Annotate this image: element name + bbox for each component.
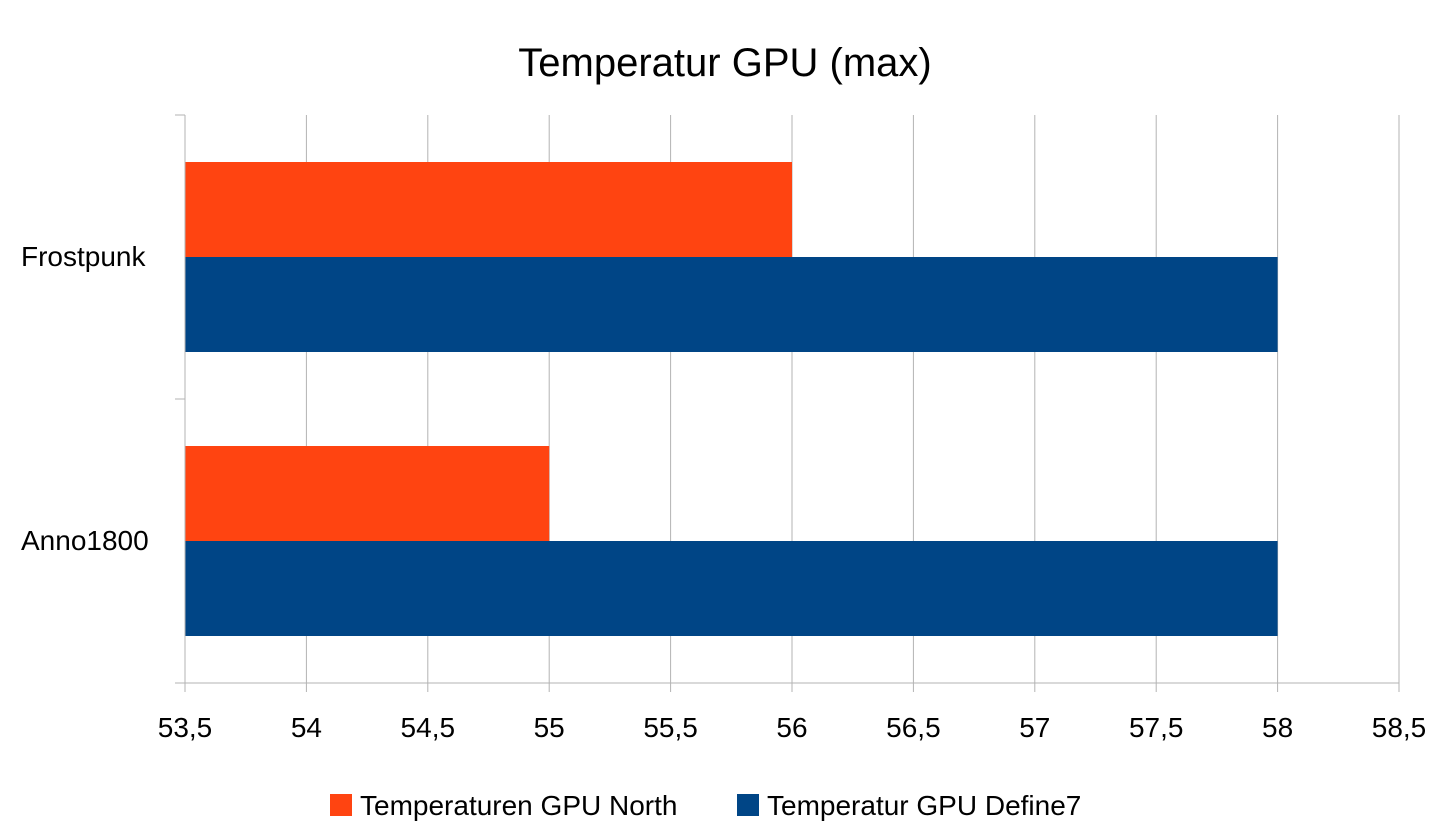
- legend-swatch: [330, 794, 352, 816]
- bar: [185, 541, 1278, 636]
- bar: [185, 162, 792, 257]
- x-tick-label: 58,5: [1372, 712, 1427, 743]
- x-tick-label: 54: [291, 712, 322, 743]
- category-label: Anno1800: [21, 525, 149, 556]
- legend-label: Temperatur GPU Define7: [767, 790, 1081, 821]
- bar: [185, 446, 550, 541]
- legend-label: Temperaturen GPU North: [360, 790, 677, 821]
- chart-title: Temperatur GPU (max): [518, 41, 931, 85]
- bar: [185, 257, 1278, 352]
- bar-layer: [185, 162, 1278, 636]
- x-tick-label: 57: [1019, 712, 1050, 743]
- x-tick-label: 55: [534, 712, 565, 743]
- x-tick-label: 55,5: [643, 712, 698, 743]
- x-tick-label: 56,5: [886, 712, 941, 743]
- legend-swatch: [737, 794, 759, 816]
- x-tick-label: 56: [776, 712, 807, 743]
- category-label: Frostpunk: [21, 241, 146, 272]
- x-tick-label: 58: [1262, 712, 1293, 743]
- x-tick-label: 53,5: [158, 712, 213, 743]
- x-tick-label: 54,5: [401, 712, 456, 743]
- axis-layer: Frostpunk Anno1800 53,5 54 54,5 55 55,5 56 56,5 5…: [21, 114, 1427, 743]
- x-tick-label: 57,5: [1129, 712, 1184, 743]
- legend: Temperaturen GPU North Temperatur GPU Def…: [330, 790, 1081, 821]
